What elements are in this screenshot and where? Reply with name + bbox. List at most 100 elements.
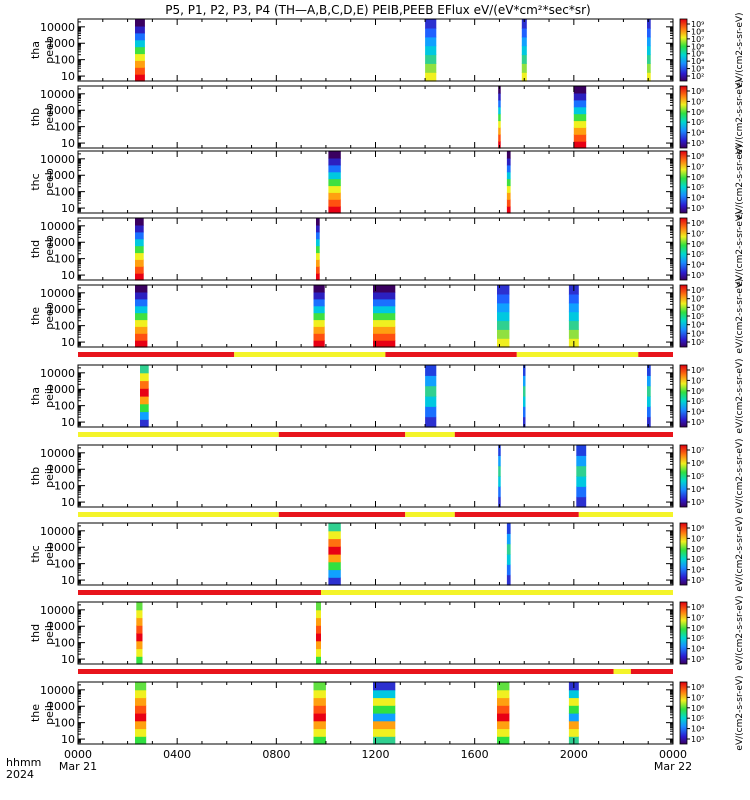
colorbar-tick-label: 10³	[691, 65, 704, 74]
spectrogram-burst	[135, 218, 144, 281]
y-tick-label: 1000	[47, 463, 75, 476]
colorbar-tick-label: 10⁴	[691, 261, 704, 270]
spectrogram-burst	[568, 682, 579, 745]
colorbar-tick-label: 10⁶	[691, 108, 704, 117]
burst-band	[135, 25, 145, 34]
colorbar-tick-label: 10⁸	[691, 683, 704, 692]
burst-band	[647, 72, 651, 82]
burst-band	[521, 19, 527, 29]
burst-band	[497, 720, 510, 730]
colorbar-tick-label: 10⁶	[691, 545, 704, 554]
burst-band	[316, 259, 320, 267]
burst-band	[140, 419, 149, 428]
burst-band	[135, 333, 148, 341]
burst-band	[498, 134, 501, 142]
y-tick-label: 10000	[40, 684, 75, 697]
burst-band	[576, 445, 587, 456]
burst-band	[135, 713, 147, 722]
y-tick-label: 1000	[47, 383, 75, 396]
burst-band	[135, 32, 145, 41]
x-tick-label: 0000	[64, 748, 92, 761]
y-tick-label: 1000	[47, 104, 75, 117]
y-tick-label: 1000	[47, 700, 75, 713]
burst-band	[328, 577, 341, 586]
colorbar-tick-label: 10⁴	[691, 321, 704, 330]
burst-band	[373, 319, 396, 327]
burst-band	[425, 54, 437, 64]
panel-product-label: peib	[43, 464, 56, 488]
colorbar-unit-label: eV/(cm2-s-sr-eV)	[735, 79, 745, 154]
y-tick-label: 100	[54, 320, 75, 333]
burst-band	[328, 561, 341, 571]
spectrogram-burst	[498, 445, 501, 508]
burst-band	[497, 689, 510, 699]
spectrogram-burst	[313, 285, 325, 348]
burst-band	[498, 99, 501, 108]
burst-band	[647, 45, 651, 56]
mode-bar-segment	[405, 432, 455, 437]
panel-probe-label: tha	[29, 41, 42, 59]
mode-bar	[78, 432, 673, 437]
burst-band	[498, 86, 501, 94]
spectrogram-burst	[135, 19, 145, 82]
colorbar-tick-label: 10⁷	[691, 534, 704, 543]
year-label: 2024	[6, 768, 34, 781]
burst-band	[140, 372, 149, 382]
mode-bar-segment	[78, 352, 235, 357]
burst-band	[316, 231, 320, 240]
colorbar	[679, 150, 688, 214]
burst-band	[328, 171, 341, 180]
burst-band	[498, 465, 501, 477]
colorbar	[679, 284, 688, 348]
burst-band	[425, 385, 437, 397]
burst-band	[135, 689, 147, 699]
colorbar	[679, 681, 688, 745]
panel-product-label: peib	[43, 542, 56, 566]
mode-bar	[78, 512, 673, 517]
y-tick-label: 10	[61, 733, 75, 746]
colorbar-tick-label: 10⁶	[691, 303, 704, 312]
mode-bar-segment	[638, 352, 673, 357]
y-tick-label: 100	[54, 400, 75, 413]
y-tick-label: 100	[54, 558, 75, 571]
colorbar-tick-label: 10⁸	[691, 603, 704, 612]
burst-band	[647, 36, 651, 47]
spectrogram-burst	[497, 682, 510, 745]
burst-band	[498, 92, 501, 101]
colorbar-tick-label: 10³	[691, 418, 704, 427]
burst-band	[647, 19, 651, 29]
panel-frame	[77, 18, 674, 82]
burst-band	[521, 54, 527, 64]
colorbar-tick-label: 10³	[691, 271, 704, 280]
mode-bar-segment	[578, 512, 673, 517]
burst-band	[316, 609, 321, 619]
burst-band	[497, 320, 510, 330]
y-tick-label: 10	[61, 137, 75, 150]
y-tick-label: 10000	[40, 220, 75, 233]
burst-band	[140, 411, 149, 420]
burst-band	[135, 245, 144, 254]
burst-band	[576, 496, 587, 508]
burst-band	[328, 554, 341, 563]
mode-bar-segment	[405, 512, 455, 517]
burst-band	[316, 648, 321, 657]
panel-frame	[77, 364, 674, 428]
colorbar-unit-label: eV/(cm2-s-sr-eV)	[735, 144, 745, 219]
colorbar-tick-label: 10³	[691, 329, 704, 338]
panel-probe-label: thc	[29, 545, 42, 562]
panel-thb-peib: 10000 1000 100 10 thb peib 10⁷ 10⁶ 10⁵ 10⁴ 10³ eV/(…	[29, 438, 745, 517]
colorbar-tick-label: 10⁵	[691, 118, 704, 127]
y-tick-label: 10	[61, 202, 75, 215]
mode-bar-segment	[454, 432, 673, 437]
burst-band	[373, 705, 396, 714]
burst-band	[135, 46, 145, 55]
panel-probe-label: thb	[29, 467, 42, 485]
burst-band	[135, 273, 144, 281]
spectrogram-burst	[523, 365, 526, 428]
spectrogram-burst	[425, 19, 437, 82]
burst-band	[523, 385, 526, 397]
colorbar-tick-label: 10³	[691, 735, 704, 744]
colorbar-tick-label: 10⁵	[691, 50, 704, 59]
